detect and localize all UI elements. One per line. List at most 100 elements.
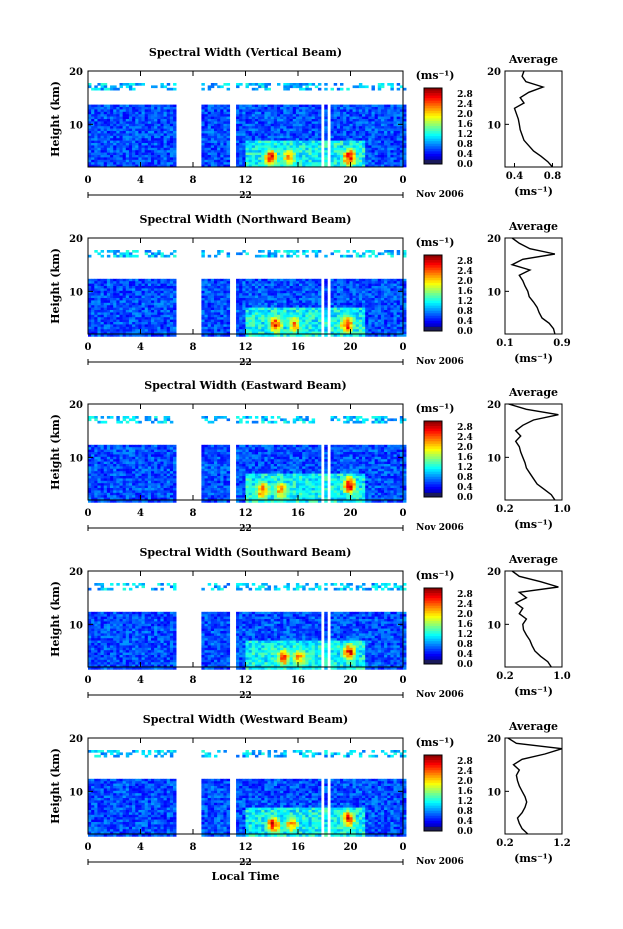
heatmap-cell <box>311 281 316 284</box>
heatmap-cell <box>390 147 394 151</box>
heatmap-cell <box>245 135 249 139</box>
heatmap-cell <box>258 133 262 137</box>
heatmap-cell <box>264 288 268 292</box>
heatmap-cell <box>251 326 256 330</box>
heatmap-cell <box>299 133 303 137</box>
heatmap-cell <box>106 155 111 158</box>
heatmap-cell <box>273 324 278 328</box>
heatmap-cell <box>330 155 334 158</box>
heatmap-cell <box>201 317 205 320</box>
heatmap-cell <box>355 295 360 299</box>
heatmap-cell <box>374 314 379 318</box>
heatmap-cell <box>147 138 152 141</box>
heatmap-cell <box>403 290 407 294</box>
heatmap-cell <box>169 324 174 328</box>
heatmap-cell <box>119 83 123 86</box>
heatmap-cell <box>277 143 281 146</box>
heatmap-cell <box>91 500 95 503</box>
heatmap-cell <box>362 322 366 325</box>
heatmap-cell <box>207 135 212 139</box>
heatmap-cell <box>245 107 249 110</box>
heatmap-cell <box>311 329 316 332</box>
heatmap-cell <box>358 150 363 153</box>
heatmap-cell <box>91 114 95 117</box>
heatmap-cell <box>125 147 130 151</box>
heatmap-cell <box>277 116 281 120</box>
heatmap-cell <box>91 452 95 455</box>
colorbar-step <box>424 151 442 155</box>
heatmap-cell <box>258 85 262 89</box>
heatmap-cell <box>110 290 114 294</box>
heatmap-cell <box>264 114 268 117</box>
heatmap-cell <box>384 150 388 153</box>
heatmap-cell <box>147 162 152 165</box>
heatmap-cell <box>380 109 385 113</box>
heatmap-cell <box>365 295 369 299</box>
heatmap-cell <box>138 107 142 110</box>
heatmap-cell <box>132 334 136 337</box>
heatmap-cell <box>277 128 281 132</box>
heatmap-cell <box>151 111 155 115</box>
heatmap-cell <box>390 128 394 132</box>
heatmap-cell <box>314 162 319 165</box>
heatmap-cell <box>340 290 344 294</box>
heatmap-cell <box>207 334 212 337</box>
heatmap-cell <box>317 334 322 337</box>
heatmap-cell <box>387 322 391 325</box>
heatmap-cell <box>258 114 262 117</box>
heatmap-cell <box>330 126 334 129</box>
heatmap-cell <box>273 107 278 110</box>
heatmap-cell <box>94 322 98 325</box>
heatmap-cell <box>273 326 278 330</box>
heatmap-cell <box>280 133 284 137</box>
heatmap-cell <box>371 319 375 323</box>
heatmap-cell <box>103 145 108 149</box>
heatmap-cell <box>352 85 357 89</box>
heatmap-cell <box>384 331 388 335</box>
heatmap-cell <box>371 317 375 320</box>
heatmap-cell <box>217 326 221 330</box>
heatmap-cell <box>100 109 105 113</box>
heatmap-cell <box>374 319 379 323</box>
colorbar-step <box>424 143 442 147</box>
heatmap-cell <box>119 314 123 318</box>
heatmap-cell <box>144 138 149 141</box>
heatmap-cell <box>343 114 347 117</box>
heatmap-cell <box>261 326 265 330</box>
heatmap-cell <box>280 305 284 308</box>
heatmap-cell <box>122 157 127 161</box>
heatmap-cell <box>280 107 284 110</box>
heatmap-cell <box>128 252 133 256</box>
heatmap-cell <box>377 324 382 328</box>
heatmap-cell <box>308 152 312 156</box>
heatmap-cell <box>207 133 212 137</box>
heatmap-cell <box>217 135 221 139</box>
heatmap-cell <box>377 107 382 110</box>
heatmap-cell <box>151 286 155 289</box>
heatmap-cell <box>371 286 375 289</box>
heatmap-cell <box>340 114 344 117</box>
heatmap-cell <box>343 111 347 115</box>
heatmap-cell <box>377 116 382 120</box>
heatmap-cell <box>217 150 221 153</box>
heatmap-cell <box>355 312 360 316</box>
heatmap-cell <box>116 104 120 108</box>
heatmap-cell <box>204 322 208 325</box>
heatmap-cell <box>362 138 366 141</box>
heatmap-cell <box>283 133 287 137</box>
heatmap-cell <box>302 326 306 330</box>
heatmap-cell <box>305 111 309 115</box>
heatmap-cell <box>314 157 319 161</box>
heatmap-cell <box>100 140 105 144</box>
heatmap-cell <box>160 314 164 318</box>
heatmap-cell <box>103 326 108 330</box>
heatmap-cell <box>91 138 95 141</box>
heatmap-cell <box>343 135 347 139</box>
heatmap-cell <box>292 159 297 163</box>
heatmap-cell <box>163 119 168 122</box>
heatmap-cell <box>371 128 375 132</box>
heatmap-cell <box>110 281 114 284</box>
heatmap-cell <box>248 150 253 153</box>
heatmap-cell <box>311 133 316 137</box>
heatmap-cell <box>358 298 363 301</box>
